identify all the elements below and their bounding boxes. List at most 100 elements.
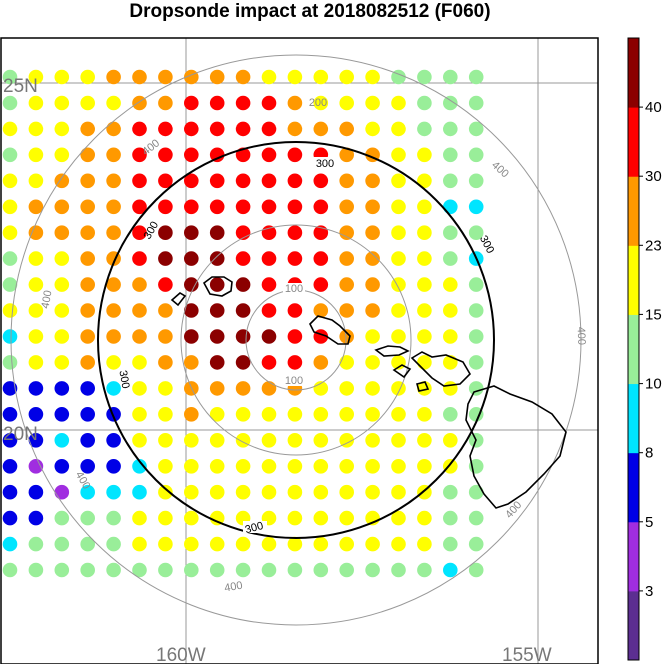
impact-dot	[209, 121, 225, 137]
impact-dot	[158, 121, 173, 137]
colorbar: 40 30 23 15 10 8 5 3	[627, 37, 662, 661]
impact-dot	[106, 484, 121, 500]
impact-dot	[2, 251, 18, 266]
plot-frame	[0, 37, 599, 664]
impact-dot	[468, 484, 484, 500]
impact-dot	[28, 303, 44, 318]
lon-label-160w: 160W	[156, 645, 206, 664]
impact-dot	[443, 277, 458, 292]
colorbar-segment	[628, 38, 639, 108]
impact-dot	[80, 459, 95, 474]
impact-dot	[28, 407, 44, 422]
impact-dot	[443, 147, 458, 163]
impact-dot	[339, 484, 355, 500]
impact-dot	[313, 536, 329, 552]
ring-label-200: 200	[309, 97, 327, 109]
impact-dot	[132, 510, 147, 526]
impact-dot	[313, 484, 329, 500]
impact-dot	[313, 69, 329, 85]
impact-dot	[158, 329, 173, 344]
impact-dot	[184, 147, 199, 163]
impact-dot	[313, 277, 329, 292]
impact-dot	[235, 562, 251, 578]
impact-dot	[132, 277, 147, 292]
impact-dot	[158, 173, 173, 189]
impact-dot	[391, 536, 406, 552]
impact-dot	[80, 484, 95, 500]
impact-dot	[106, 407, 121, 422]
impact-dot	[443, 303, 458, 318]
impact-dot	[158, 95, 173, 111]
impact-dot	[132, 536, 147, 552]
impact-dot	[443, 199, 458, 215]
impact-dot	[235, 329, 251, 344]
impact-dot	[287, 251, 303, 266]
impact-dot	[443, 433, 458, 448]
impact-dot	[365, 329, 380, 344]
impact-dot	[132, 459, 147, 474]
impact-dot	[158, 277, 173, 292]
impact-dot	[443, 95, 458, 111]
colorbar-segment	[628, 314, 639, 385]
impact-dot	[391, 251, 406, 266]
impact-dot	[417, 355, 432, 370]
ring-label-400-lowright: 400	[503, 499, 524, 521]
impact-dot	[209, 536, 225, 552]
colorbar-segment	[628, 452, 639, 523]
impact-dot	[391, 147, 406, 163]
impact-dot	[2, 199, 18, 215]
impact-dot	[468, 225, 484, 240]
impact-dot	[417, 303, 432, 318]
impact-dot	[28, 484, 44, 500]
impact-dot	[54, 510, 70, 526]
impact-dot	[365, 277, 380, 292]
impact-dot	[287, 536, 303, 552]
ring-label-100-lower: 100	[285, 375, 303, 387]
impact-dot	[391, 303, 406, 318]
impact-dot	[209, 225, 225, 240]
impact-dot	[28, 121, 44, 137]
impact-dot	[106, 277, 121, 292]
impact-dot	[391, 121, 406, 137]
impact-dot	[313, 510, 329, 526]
impact-dot	[209, 510, 225, 526]
island-kahoolawe	[416, 381, 430, 392]
ring-label-300-left: 300	[142, 220, 162, 242]
impact-dot	[391, 173, 406, 189]
impact-dot	[287, 562, 303, 578]
impact-dot	[54, 484, 70, 500]
impact-dot	[391, 95, 406, 111]
impact-dot	[287, 225, 303, 240]
impact-dot	[54, 381, 70, 396]
impact-dot	[2, 329, 18, 344]
impact-dot	[261, 381, 277, 396]
island-oahu	[309, 315, 351, 345]
impact-dot	[417, 147, 432, 163]
impact-dot	[391, 484, 406, 500]
impact-dot	[443, 381, 458, 396]
impact-dot	[209, 95, 225, 111]
impact-dot	[339, 199, 355, 215]
impact-dot	[443, 251, 458, 266]
impact-dot	[313, 433, 329, 448]
impact-dot	[80, 407, 95, 422]
ring-label-300-leftlow: 300	[116, 369, 131, 389]
colorbar-tick-label: 3	[645, 583, 653, 600]
impact-dot	[417, 510, 432, 526]
impact-dot	[209, 329, 225, 344]
impact-dot	[443, 407, 458, 422]
impact-dot	[365, 225, 380, 240]
colorbar-tick-label: 40	[645, 99, 662, 116]
impact-dot	[339, 433, 355, 448]
impact-dot	[106, 121, 121, 137]
impact-dot	[339, 121, 355, 137]
impact-dot	[468, 562, 484, 578]
ring-label-400-bottom: 400	[223, 580, 243, 595]
impact-dot	[158, 355, 173, 370]
impact-dot	[54, 407, 70, 422]
impact-dot	[209, 251, 225, 266]
impact-dot	[106, 381, 121, 396]
impact-dot	[2, 121, 18, 137]
impact-dot	[313, 303, 329, 318]
